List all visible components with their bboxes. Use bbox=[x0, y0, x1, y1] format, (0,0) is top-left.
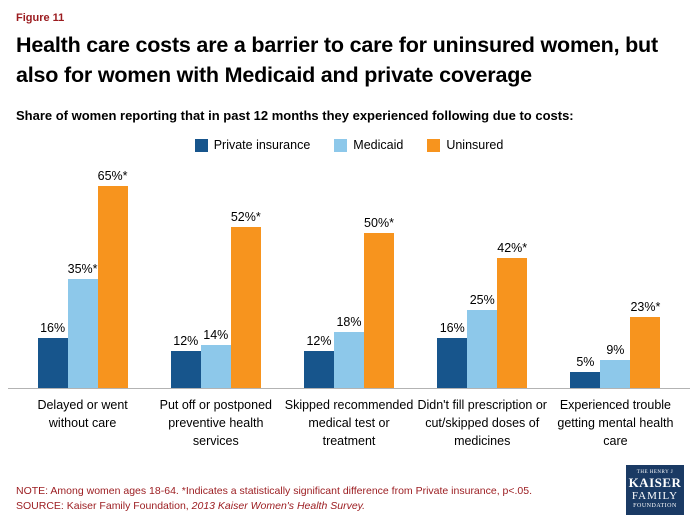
legend-swatch-medicaid bbox=[334, 138, 348, 152]
logo-line-3: FAMILY bbox=[631, 490, 679, 503]
chart-groups: 16% 35%* 65%* Delayed or went without care 1… bbox=[16, 156, 682, 450]
bar-column-uninsured: 42%* bbox=[497, 241, 528, 389]
legend-swatch-uninsured bbox=[427, 138, 441, 152]
bar-private-insurance bbox=[437, 338, 468, 389]
x-axis-line bbox=[8, 388, 690, 390]
bar-column-medicaid: 14% bbox=[200, 328, 231, 389]
bar-medicaid bbox=[600, 360, 631, 389]
bar-uninsured bbox=[497, 258, 528, 389]
bar-value-label: 12% bbox=[173, 334, 199, 349]
legend-swatch-private-insurance bbox=[194, 138, 208, 152]
bar-column-private-insurance: 5% bbox=[570, 355, 601, 389]
bar-value-label: 5% bbox=[576, 355, 595, 370]
legend: Private insurance Medicaid Uninsured bbox=[16, 138, 682, 152]
bar-value-label: 25% bbox=[469, 293, 495, 308]
bar-column-medicaid: 35%* bbox=[67, 262, 98, 389]
category-label: Put off or postponed preventive health s… bbox=[159, 398, 272, 448]
bar-uninsured bbox=[630, 317, 661, 389]
bar-value-label: 18% bbox=[336, 315, 362, 330]
category-label: Delayed or went without care bbox=[37, 398, 128, 431]
category-label: Skipped recommended medical test or trea… bbox=[284, 398, 414, 448]
bar-column-private-insurance: 16% bbox=[37, 321, 68, 389]
bar-group: 16% 25% 42%* Didn't fill prescription or cu… bbox=[416, 156, 549, 450]
legend-item-uninsured: Uninsured bbox=[427, 138, 503, 152]
bar-column-private-insurance: 12% bbox=[170, 334, 201, 389]
legend-item-private-insurance: Private insurance bbox=[194, 138, 311, 153]
bar-column-private-insurance: 16% bbox=[437, 321, 468, 389]
bar-column-uninsured: 50%* bbox=[364, 216, 394, 389]
kff-logo: THE HENRY J KAISER FAMILY FOUNDATION bbox=[626, 465, 684, 515]
logo-line-2: KAISER bbox=[628, 474, 682, 490]
bar-value-label: 35%* bbox=[67, 262, 98, 277]
legend-label-medicaid: Medicaid bbox=[353, 138, 404, 153]
bar-group: 12% 18% 50%* Skipped recommended medical te… bbox=[282, 156, 415, 450]
bar-private-insurance bbox=[570, 372, 601, 389]
bar-medicaid bbox=[334, 332, 364, 389]
source-text: SOURCE: Kaiser Family Foundation, 2013 K… bbox=[16, 499, 532, 514]
chart-subtitle: Share of women reporting that in past 12… bbox=[16, 108, 574, 124]
bar-column-medicaid: 25% bbox=[467, 293, 498, 389]
legend-item-medicaid: Medicaid bbox=[334, 138, 403, 152]
bar-medicaid bbox=[200, 345, 231, 389]
bar-uninsured bbox=[97, 186, 128, 389]
bar-private-insurance bbox=[304, 351, 334, 389]
footer-notes: NOTE: Among women ages 18-64. *Indicates… bbox=[16, 484, 532, 514]
bar-column-private-insurance: 12% bbox=[304, 334, 334, 389]
legend-label-uninsured: Uninsured bbox=[446, 138, 504, 153]
bar-cluster: 5% 9% 23%* bbox=[570, 156, 661, 389]
bar-private-insurance bbox=[37, 338, 68, 389]
bar-uninsured bbox=[364, 233, 394, 389]
bar-column-uninsured: 23%* bbox=[630, 300, 661, 389]
bar-column-uninsured: 52%* bbox=[230, 210, 261, 389]
note-text: NOTE: Among women ages 18-64. *Indicates… bbox=[16, 484, 533, 497]
category-label: Didn't fill prescription or cut/skipped … bbox=[417, 398, 547, 448]
logo-line-1: THE HENRY J bbox=[636, 470, 674, 476]
bar-chart: 16% 35%* 65%* Delayed or went without care 1… bbox=[8, 156, 690, 450]
source-survey-name: 2013 Kaiser Women's Health Survey. bbox=[191, 499, 366, 512]
page-title: Health care costs are a barrier to care … bbox=[16, 33, 658, 87]
legend-label-private-insurance: Private insurance bbox=[213, 138, 311, 153]
bar-group: 16% 35%* 65%* Delayed or went without care bbox=[16, 156, 149, 450]
bar-cluster: 16% 35%* 65%* bbox=[37, 156, 128, 389]
bar-value-label: 16% bbox=[439, 321, 465, 336]
bar-column-medicaid: 9% bbox=[600, 343, 631, 389]
bar-medicaid bbox=[67, 279, 98, 389]
source-prefix: SOURCE: Kaiser Family Foundation, bbox=[16, 499, 192, 512]
figure-label: Figure 11 bbox=[16, 12, 65, 24]
bar-value-label: 52%* bbox=[230, 210, 261, 225]
bar-cluster: 12% 14% 52%* bbox=[170, 156, 261, 389]
logo-line-4: FOUNDATION bbox=[633, 503, 677, 510]
bar-value-label: 65%* bbox=[97, 169, 128, 184]
bar-group: 12% 14% 52%* Put off or postponed preventiv… bbox=[149, 156, 282, 450]
bar-value-label: 50%* bbox=[364, 216, 394, 231]
bar-private-insurance bbox=[170, 351, 201, 389]
bar-value-label: 14% bbox=[203, 328, 229, 343]
bar-uninsured bbox=[230, 227, 261, 389]
bar-value-label: 42%* bbox=[497, 241, 528, 256]
bar-medicaid bbox=[467, 310, 498, 389]
bar-cluster: 12% 18% 50%* bbox=[304, 156, 394, 389]
bar-value-label: 12% bbox=[306, 334, 332, 349]
bar-group: 5% 9% 23%* Experienced trouble getting ment… bbox=[549, 156, 682, 450]
bar-value-label: 16% bbox=[40, 321, 66, 336]
bar-value-label: 9% bbox=[606, 343, 625, 358]
bar-value-label: 23%* bbox=[630, 300, 661, 315]
bar-column-uninsured: 65%* bbox=[97, 169, 128, 389]
category-label: Experienced trouble getting mental healt… bbox=[557, 398, 674, 448]
bar-column-medicaid: 18% bbox=[334, 315, 364, 389]
bar-cluster: 16% 25% 42%* bbox=[437, 156, 528, 389]
